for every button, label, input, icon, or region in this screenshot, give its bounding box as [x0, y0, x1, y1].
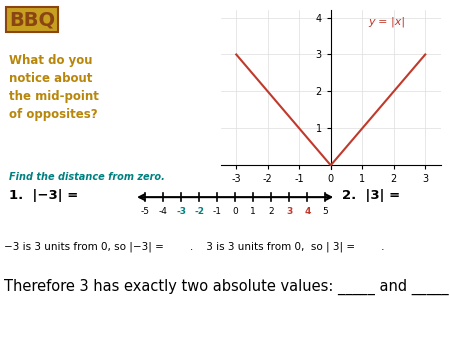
- Text: Find the distance from zero.: Find the distance from zero.: [9, 172, 165, 183]
- Text: What do you
notice about
the mid-point
of opposites?: What do you notice about the mid-point o…: [9, 54, 99, 121]
- Text: 0: 0: [232, 207, 238, 216]
- Text: -4: -4: [158, 207, 167, 216]
- Text: 3: 3: [286, 207, 292, 216]
- Text: 5: 5: [323, 207, 328, 216]
- Text: -2: -2: [194, 207, 204, 216]
- Text: 1: 1: [250, 207, 256, 216]
- Text: -3: -3: [176, 207, 186, 216]
- Text: Therefore 3 has exactly two absolute values: _____ and _____: Therefore 3 has exactly two absolute val…: [4, 279, 449, 295]
- Text: y = |x|: y = |x|: [369, 17, 406, 27]
- Text: 4: 4: [304, 207, 310, 216]
- Text: −3 is 3 units from 0, so |−3| =        .    3 is 3 units from 0,  so | 3| =     : −3 is 3 units from 0, so |−3| = . 3 is 3…: [4, 242, 385, 252]
- Text: 2.  |3| =: 2. |3| =: [342, 189, 400, 202]
- Text: 2: 2: [268, 207, 274, 216]
- Text: -5: -5: [140, 207, 149, 216]
- Text: BBQ: BBQ: [9, 10, 55, 29]
- Text: 1.  |−3| =: 1. |−3| =: [9, 189, 78, 202]
- Text: -1: -1: [212, 207, 221, 216]
